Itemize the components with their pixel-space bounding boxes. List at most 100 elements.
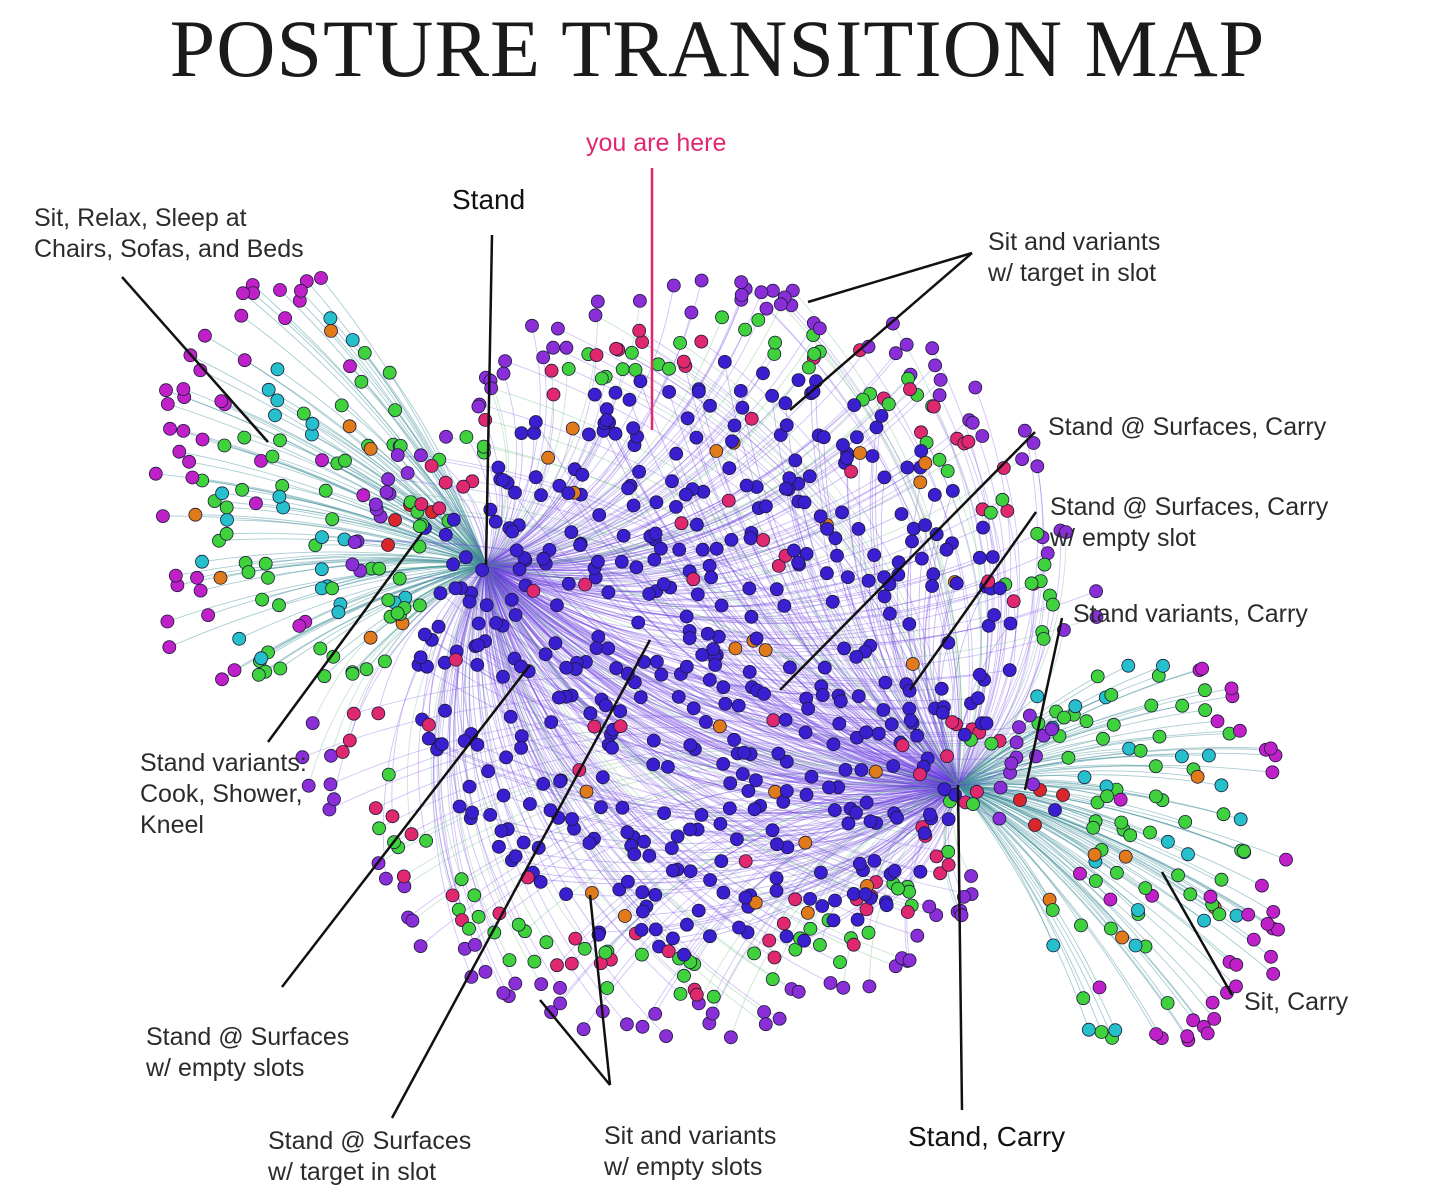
posture-node <box>379 485 394 500</box>
posture-node <box>694 334 709 349</box>
posture-node <box>357 345 372 360</box>
edge-stand-center <box>485 564 580 771</box>
edge-stand-center <box>485 564 609 649</box>
edge-rim <box>485 564 796 950</box>
edge-rim <box>957 530 1062 786</box>
edge-stand-center <box>485 467 921 572</box>
edge-rim <box>485 300 641 566</box>
edge-carry-right <box>957 784 1237 916</box>
posture-node <box>786 543 801 558</box>
edge-carry-center <box>678 549 959 786</box>
edge-carry-center <box>550 784 959 836</box>
edge-stand-center <box>485 564 609 595</box>
posture-node <box>695 542 710 557</box>
edge-carry-center <box>502 479 959 786</box>
posture-node <box>446 557 461 572</box>
callout-lines <box>121 168 1234 1119</box>
posture-node <box>985 550 1000 564</box>
edge-rim <box>460 564 520 925</box>
edge-stand-left <box>364 352 487 566</box>
posture-node <box>914 444 929 458</box>
posture-node <box>268 408 282 423</box>
edge-rim <box>431 465 487 566</box>
edge-rim <box>485 564 780 1020</box>
edge-rim <box>552 347 959 786</box>
edge-rim <box>892 323 982 786</box>
posture-node <box>802 469 817 484</box>
posture-node <box>649 495 664 510</box>
posture-node <box>647 552 662 567</box>
label-stand-surfaces-carry-empty-line2: w/ empty slot <box>1050 524 1196 552</box>
posture-node <box>881 397 896 412</box>
posture-node <box>854 763 869 777</box>
posture-node <box>716 885 731 900</box>
posture-node <box>816 430 831 445</box>
callout-line-sit-carry <box>1160 871 1234 996</box>
edge-carry-center <box>597 561 959 786</box>
posture-node <box>635 1019 650 1034</box>
posture-node <box>633 690 648 705</box>
edge-rim <box>485 376 607 566</box>
posture-node <box>458 550 473 565</box>
posture-node <box>677 947 691 962</box>
posture-node <box>940 464 955 478</box>
posture-node <box>371 706 386 721</box>
edge-carry-right <box>957 783 1224 815</box>
edge-carry-center <box>621 561 959 786</box>
edge-carry-center <box>692 488 959 786</box>
edge-carry-right <box>957 784 1237 987</box>
edge-stand-center <box>485 564 965 736</box>
posture-node <box>396 869 411 884</box>
edge-stand-center <box>485 564 924 768</box>
posture-node <box>324 748 338 763</box>
posture-node <box>941 858 956 872</box>
posture-node <box>850 912 865 927</box>
posture-node <box>865 449 880 463</box>
edge-rim <box>354 541 959 786</box>
posture-node <box>159 383 173 398</box>
posture-node <box>648 922 663 937</box>
posture-node <box>479 598 494 613</box>
edge-rim <box>464 781 959 950</box>
edge-rim <box>485 357 547 566</box>
edge-stand-center <box>485 494 582 566</box>
posture-node <box>620 825 635 840</box>
posture-node <box>609 341 623 356</box>
edge-carry-center <box>602 776 959 814</box>
posture-node <box>385 809 400 824</box>
callout-line-stand-surfaces-empty <box>281 664 531 988</box>
posture-node <box>867 854 882 868</box>
posture-node <box>778 396 793 411</box>
callout-line-stand-surfaces-target <box>390 639 652 1119</box>
posture-node <box>850 430 864 445</box>
posture-node <box>421 731 436 746</box>
edge-carry-center <box>696 524 959 786</box>
posture-node <box>690 517 704 532</box>
edge-stand-center <box>485 564 953 723</box>
posture-node <box>314 562 329 577</box>
edge-carry-center <box>823 437 959 786</box>
posture-node <box>160 397 175 411</box>
edge-stand-center <box>485 564 949 820</box>
posture-node <box>812 321 827 336</box>
posture-node <box>215 672 229 687</box>
edge-carry-center <box>533 590 959 786</box>
edge-carry-center <box>502 625 959 786</box>
posture-node <box>488 514 503 529</box>
posture-node <box>595 770 610 785</box>
posture-node <box>621 874 635 889</box>
posture-node <box>791 984 806 999</box>
posture-node <box>1198 703 1212 717</box>
posture-node <box>716 680 731 695</box>
edge-rim <box>485 285 675 566</box>
posture-node <box>608 385 623 400</box>
posture-node <box>478 965 493 979</box>
edge-carry-center <box>559 780 959 820</box>
posture-node <box>315 530 329 544</box>
posture-node <box>788 892 802 907</box>
posture-node <box>272 598 286 613</box>
label-sit-target: Sit and variants w/ target in slot <box>988 227 1160 289</box>
edge-carry-center <box>783 784 959 811</box>
posture-node <box>1143 825 1157 840</box>
edge-rim <box>606 784 959 989</box>
